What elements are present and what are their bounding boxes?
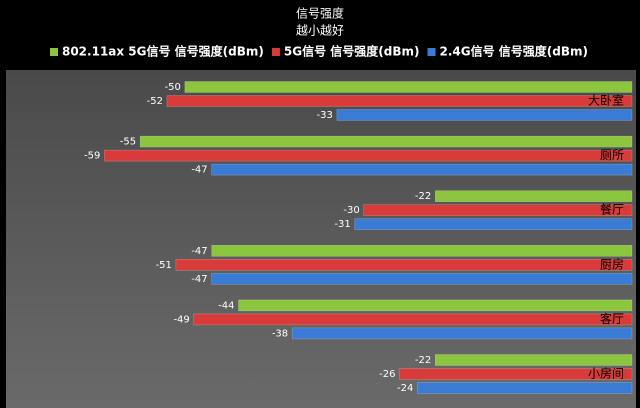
bar [435,190,633,202]
legend-label: 5G信号 信号强度(dBm) [284,44,420,59]
data-label: -47 [191,165,207,176]
chart-title: 信号强度 [296,6,344,21]
data-label: -31 [334,219,350,230]
y-tick-label: 小房间 [588,366,624,381]
data-label: -52 [147,96,163,107]
bar [184,81,633,93]
y-tick-label: 大卧室 [588,93,624,108]
bar [211,245,633,257]
bar [417,382,633,394]
bar [211,273,633,285]
bar [291,327,633,340]
data-label: -26 [379,369,395,380]
bar [104,149,633,162]
bar [354,218,633,230]
bar [211,163,633,176]
data-label: -44 [218,300,234,311]
y-tick-label: 客厅 [600,311,624,326]
legend-label: 802.11ax 5G信号 信号强度(dBm) [62,44,264,59]
data-label: -59 [84,151,100,162]
bar [139,135,633,148]
data-label: -47 [191,274,207,285]
data-label: -49 [173,314,189,325]
bar [238,299,633,312]
data-label: -33 [317,110,333,121]
data-label: -51 [156,260,172,271]
data-label: -55 [120,137,136,148]
bar [363,204,633,216]
legend-swatch [427,48,436,56]
data-label: -38 [272,328,288,339]
data-label: -22 [415,355,431,366]
bar [399,368,633,380]
bar [193,313,633,326]
bar [166,95,633,107]
legend-label: 2.4G信号 信号强度(dBm) [440,44,589,59]
data-label: -22 [415,191,431,202]
data-label: -50 [165,82,181,93]
y-tick-label: 厨房 [600,256,624,271]
data-label: -24 [397,383,413,394]
bar [435,354,633,366]
data-label: -30 [343,205,359,216]
bar [336,109,633,121]
legend-swatch [49,48,58,56]
data-label: -47 [191,246,207,257]
plot-area [6,70,636,408]
y-tick-label: 厕所 [600,148,624,162]
bar [175,259,633,271]
legend-swatch [271,48,280,56]
y-tick-label: 餐厅 [600,202,624,217]
chart-subtitle: 越小越好 [296,24,344,38]
